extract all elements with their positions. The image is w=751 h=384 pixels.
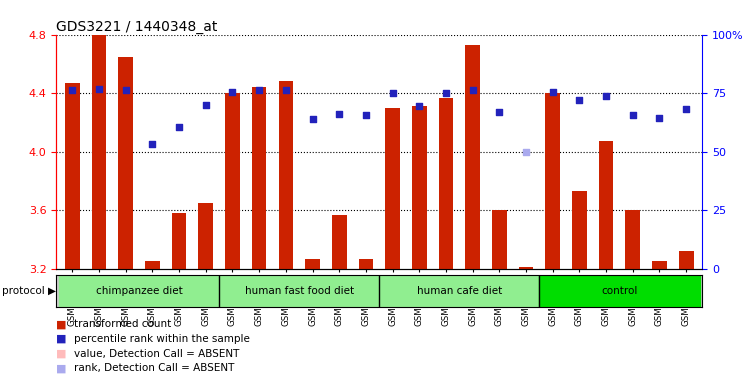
Bar [679, 251, 693, 269]
Text: GDS3221 / 1440348_at: GDS3221 / 1440348_at [56, 20, 218, 33]
Text: human cafe diet: human cafe diet [417, 286, 502, 296]
Point [653, 115, 665, 121]
Text: ■: ■ [56, 334, 67, 344]
Bar [225, 93, 240, 269]
Bar [358, 258, 373, 269]
Point [119, 87, 131, 93]
Point [493, 109, 505, 115]
Bar [599, 141, 614, 269]
Point [253, 87, 265, 93]
Bar [545, 93, 560, 269]
Bar [252, 87, 267, 269]
Point [146, 141, 158, 147]
Text: chimpanzee diet: chimpanzee diet [95, 286, 182, 296]
Bar [572, 191, 587, 269]
Text: ■: ■ [56, 319, 67, 329]
Point [574, 98, 586, 104]
Text: rank, Detection Call = ABSENT: rank, Detection Call = ABSENT [74, 363, 234, 373]
Point [440, 90, 452, 96]
Bar [385, 108, 400, 269]
Bar [198, 203, 213, 269]
Bar [305, 258, 320, 269]
Point [306, 116, 318, 122]
Point [600, 93, 612, 99]
Bar [492, 210, 507, 269]
Point [173, 124, 185, 130]
Bar [279, 81, 293, 269]
Text: human fast food diet: human fast food diet [245, 286, 354, 296]
Bar [626, 210, 640, 269]
Bar [439, 98, 454, 269]
Text: value, Detection Call = ABSENT: value, Detection Call = ABSENT [74, 349, 239, 359]
Text: ■: ■ [56, 363, 67, 373]
Bar [219, 275, 379, 307]
Point [93, 86, 105, 92]
Bar [59, 275, 219, 307]
Point [466, 87, 478, 93]
Bar [412, 106, 427, 269]
Bar [172, 213, 186, 269]
Point [200, 102, 212, 108]
Text: ■: ■ [56, 349, 67, 359]
Point [387, 90, 399, 96]
Point [413, 103, 425, 109]
Bar [539, 275, 699, 307]
Bar [379, 275, 539, 307]
Text: protocol ▶: protocol ▶ [2, 286, 56, 296]
Bar [466, 45, 480, 269]
Point [227, 89, 239, 95]
Text: percentile rank within the sample: percentile rank within the sample [74, 334, 249, 344]
Point [333, 111, 345, 117]
Bar [145, 262, 160, 269]
Bar [332, 215, 346, 269]
Bar [119, 56, 133, 269]
Bar [65, 83, 80, 269]
Point [547, 89, 559, 95]
Point [360, 112, 372, 118]
Point [520, 149, 532, 155]
Point [280, 87, 292, 93]
Point [66, 87, 78, 93]
Point [680, 106, 692, 112]
Bar [519, 267, 533, 269]
Text: transformed count: transformed count [74, 319, 170, 329]
Bar [92, 35, 107, 269]
Point [627, 112, 639, 118]
Bar [652, 262, 667, 269]
Text: control: control [602, 286, 638, 296]
